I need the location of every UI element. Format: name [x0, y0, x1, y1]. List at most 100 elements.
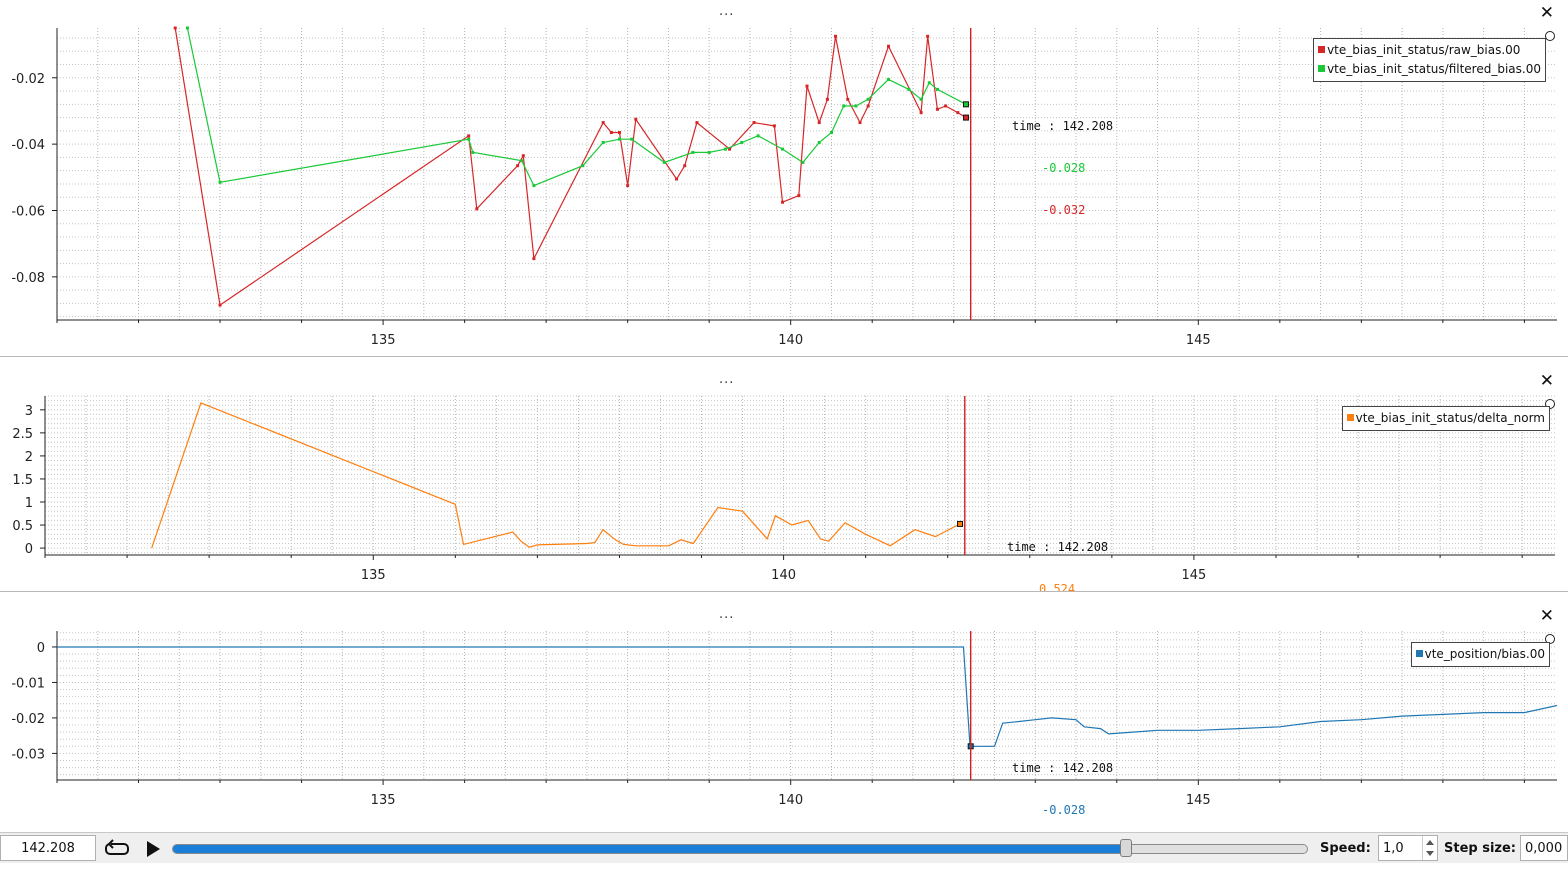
- tracker-readout: time : 142.208 -0.028: [1012, 733, 1113, 845]
- data-point: [919, 111, 923, 115]
- plot-legend[interactable]: vte_bias_init_status/delta_norm: [1341, 406, 1550, 431]
- legend-item-filtered-bias[interactable]: vte_bias_init_status/filtered_bias.00: [1318, 60, 1541, 79]
- y-tick-label: 1.5: [12, 473, 33, 488]
- data-point: [173, 26, 177, 30]
- data-point: [521, 154, 525, 158]
- panel-menu-dots[interactable]: ...: [719, 4, 735, 19]
- data-point: [919, 97, 923, 101]
- plot-legend[interactable]: vte_position/bias.00: [1410, 642, 1550, 667]
- y-tick-label: 0: [37, 641, 45, 656]
- timeline-slider[interactable]: [172, 844, 1308, 854]
- tracker-marker: [962, 101, 969, 108]
- spin-arrows-icon[interactable]: [1422, 836, 1437, 860]
- x-tick-label: 145: [1186, 793, 1211, 808]
- data-point: [752, 121, 756, 125]
- data-point: [467, 134, 471, 138]
- series-line: [174, 27, 967, 307]
- plot-canvas[interactable]: 135 140 145 3 2.5 2 1.5 1 0.5 0: [0, 357, 1568, 591]
- data-point: [532, 184, 536, 188]
- y-tick-label: -0.06: [11, 205, 45, 220]
- legend-label: vte_bias_init_status/raw_bias.00: [1327, 43, 1521, 57]
- data-point: [834, 34, 838, 38]
- tracker-time: time : 142.208: [1012, 119, 1114, 133]
- panel-separator[interactable]: [0, 591, 1568, 592]
- legend-swatch: [1415, 650, 1423, 657]
- series-line: [57, 646, 1557, 747]
- grid: [44, 395, 1555, 555]
- plot-legend[interactable]: vte_bias_init_status/raw_bias.00 vte_bia…: [1313, 38, 1546, 82]
- tracker-readout: time : 142.208 -0.028 -0.032: [1012, 91, 1113, 245]
- current-time-field[interactable]: 142.208: [0, 835, 96, 861]
- data-point: [926, 34, 930, 38]
- data-point: [866, 97, 870, 101]
- data-point: [516, 164, 520, 168]
- data-point: [956, 111, 960, 115]
- x-tick-label: 140: [778, 793, 803, 808]
- step-size-field[interactable]: 0,000: [1520, 835, 1568, 861]
- tracker-readout: time : 142.208 0.524: [1007, 512, 1108, 624]
- y-tick-label: 2.5: [12, 427, 33, 442]
- data-point: [805, 84, 809, 88]
- data-point: [797, 194, 801, 198]
- data-point: [532, 257, 536, 261]
- data-point: [691, 150, 695, 154]
- data-point: [781, 200, 785, 204]
- tracker-value-raw: -0.032: [1042, 203, 1086, 217]
- data-point: [618, 131, 621, 135]
- x-tick-label: 135: [371, 333, 396, 348]
- data-point: [601, 140, 605, 144]
- plot-panel-delta-norm[interactable]: 135 140 145 3 2.5 2 1.5 1 0.5 0 ... ✕ vte_bias_in…: [0, 357, 1568, 596]
- data-point: [520, 159, 524, 163]
- timeline-handle[interactable]: [1120, 839, 1133, 857]
- x-tick-label: 145: [1186, 333, 1211, 348]
- data-point: [218, 180, 222, 184]
- legend-item-raw-bias[interactable]: vte_bias_init_status/raw_bias.00: [1318, 41, 1541, 60]
- close-icon[interactable]: ✕: [1539, 371, 1554, 391]
- legend-anchor-icon[interactable]: [1545, 31, 1555, 41]
- tracker-value-filtered: -0.028: [1042, 161, 1086, 175]
- step-size-label: Step size:: [1444, 841, 1517, 856]
- data-point: [817, 121, 821, 125]
- data-point: [935, 87, 939, 91]
- panel-menu-dots[interactable]: ...: [719, 372, 735, 387]
- close-icon[interactable]: ✕: [1539, 606, 1554, 626]
- speed-label: Speed:: [1320, 841, 1371, 856]
- tracker-value-position-bias: -0.028: [1042, 803, 1086, 817]
- y-tick-label: -0.02: [11, 712, 45, 727]
- plot-panel-position-bias[interactable]: 135 140 145 0 -0.01 -0.02 -0.03 ... ✕ vte_posi…: [0, 592, 1568, 832]
- x-tick-label: 145: [1181, 568, 1206, 583]
- data-point: [740, 140, 744, 144]
- data-point: [825, 97, 829, 101]
- close-icon[interactable]: ✕: [1539, 3, 1554, 23]
- y-tick-label: 0.5: [12, 519, 33, 534]
- y-tick-label: 3: [25, 404, 33, 419]
- y-tick-label: 2: [25, 450, 33, 465]
- data-point: [842, 104, 846, 108]
- data-point: [609, 131, 613, 135]
- legend-anchor-icon[interactable]: [1545, 634, 1555, 644]
- panel-separator[interactable]: [0, 356, 1568, 357]
- legend-item-position-bias[interactable]: vte_position/bias.00: [1415, 645, 1545, 664]
- data-point: [944, 104, 948, 108]
- panel-menu-dots[interactable]: ...: [719, 607, 735, 622]
- play-icon[interactable]: [144, 839, 162, 859]
- loop-icon[interactable]: [104, 839, 130, 859]
- data-point: [581, 164, 585, 168]
- data-point: [467, 137, 471, 141]
- x-tick-label: 140: [778, 333, 803, 348]
- speed-spinbox[interactable]: 1,0: [1378, 835, 1438, 861]
- data-point: [695, 121, 699, 125]
- data-point: [728, 147, 732, 151]
- legend-swatch: [1318, 46, 1326, 53]
- data-point: [626, 184, 630, 188]
- plot-canvas[interactable]: 135 140 145 0 -0.01 -0.02 -0.03: [0, 592, 1568, 832]
- y-tick-label: -0.08: [11, 271, 45, 286]
- x-tick-label: 135: [371, 793, 396, 808]
- tracker-marker: [962, 114, 969, 121]
- legend-swatch: [1318, 65, 1326, 72]
- legend-item-delta-norm[interactable]: vte_bias_init_status/delta_norm: [1346, 409, 1545, 428]
- data-point: [907, 87, 911, 91]
- data-point: [218, 303, 222, 307]
- plot-panel-raw-bias[interactable]: 135 140 145 -0.02 -0.04 -0.06 -0.08 ... ✕ vte_…: [0, 0, 1568, 356]
- data-point: [829, 131, 833, 135]
